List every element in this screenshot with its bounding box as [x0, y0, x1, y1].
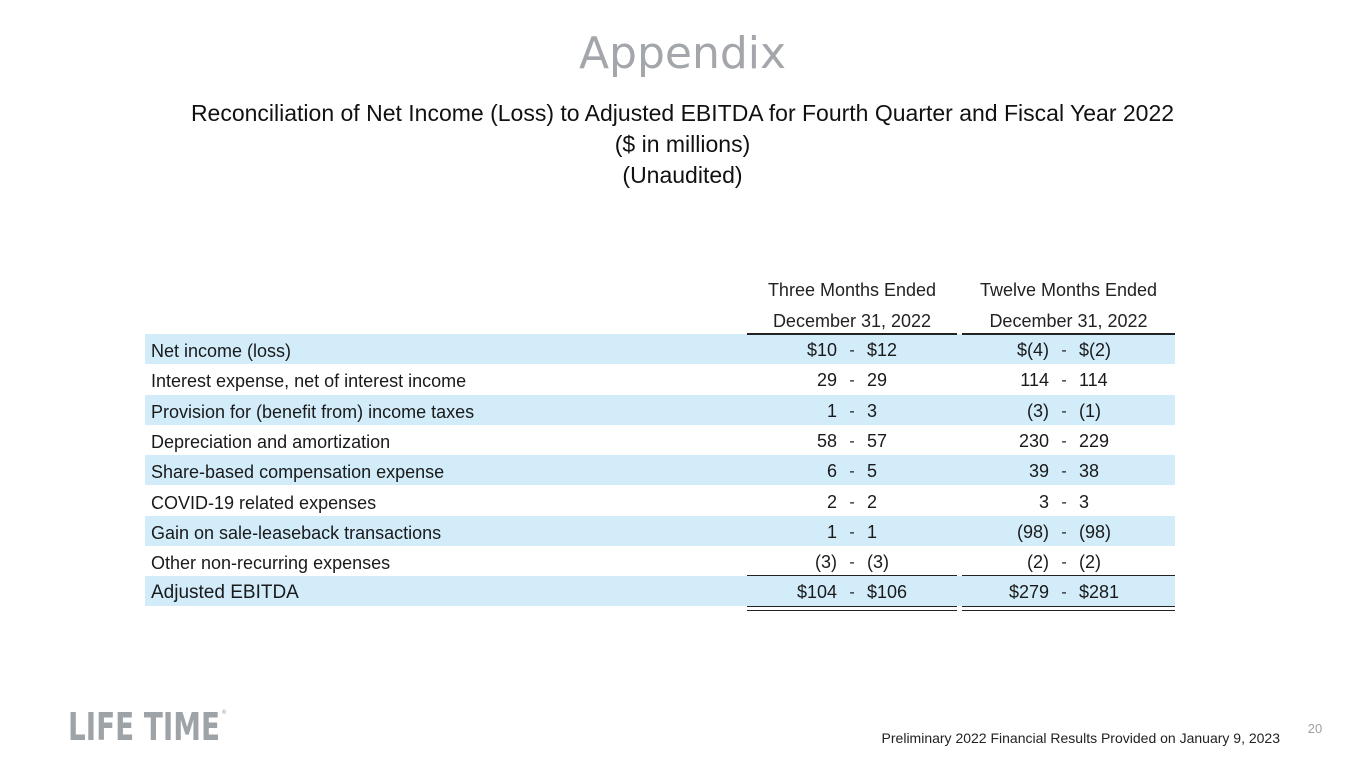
twelve-months-high-value: $281 — [1079, 582, 1120, 603]
three-months-low-value: 58 — [816, 430, 837, 451]
twelve-months-range-separator: - — [1061, 554, 1067, 572]
header-rule-three-months — [747, 333, 957, 335]
three-months-range-separator: - — [849, 372, 855, 390]
header-rule-twelve-months — [962, 333, 1175, 335]
slide-title: Appendix — [578, 28, 787, 79]
three-months-low-value: $104 — [796, 582, 837, 603]
twelve-months-low-value: 39 — [1028, 461, 1049, 482]
three-months-low-value: 6 — [826, 461, 837, 482]
subtitle-line-2: ($ in millions) — [614, 131, 751, 157]
table-row: Gain on sale-leaseback transactions 1-1 (9… — [145, 515, 1175, 546]
table-row: COVID-19 related expenses 2-2 3-3 — [145, 486, 1175, 516]
three-months-range-separator: - — [849, 463, 855, 481]
row-label: COVID-19 related expenses — [151, 492, 377, 513]
twelve-months-high-value: 229 — [1079, 430, 1110, 451]
three-months-high-value: 1 — [867, 521, 878, 542]
twelve-months-range-separator: - — [1061, 372, 1067, 390]
three-months-range-separator: - — [849, 432, 855, 450]
row-label: Adjusted EBITDA — [151, 582, 299, 604]
table-row: Provision for (benefit from) income taxe… — [145, 394, 1175, 425]
footer-note: Preliminary 2022 Financial Results Provi… — [881, 730, 1280, 746]
table-row: Other non-recurring expenses (3) - (3) (2) -(… — [145, 546, 1175, 576]
three-months-low-value: 1 — [826, 521, 837, 542]
three-months-high-value: 2 — [867, 491, 878, 512]
three-months-high-value: (3) — [867, 552, 889, 573]
twelve-months-range-separator: - — [1061, 493, 1067, 511]
three-months-high-value: 3 — [867, 400, 878, 421]
twelve-months-low-value: (3) — [1027, 400, 1049, 421]
subtitle-line-1: Reconciliation of Net Income (Loss) to A… — [190, 100, 1175, 126]
svg-text:®: ® — [221, 709, 227, 716]
twelve-months-high-value: 38 — [1079, 461, 1100, 482]
twelve-months-low-value: (98) — [1016, 521, 1049, 542]
twelve-months-low-value: (2) — [1027, 552, 1049, 573]
twelve-months-range-separator: - — [1061, 523, 1067, 541]
svg-text:LIFE TIME: LIFE TIME — [68, 705, 220, 745]
subtotal-rule-three-months — [747, 575, 957, 576]
three-months-low-value: 2 — [826, 491, 837, 512]
table-row: Net income (loss) $10- $12 $(4) - $(2) — [145, 334, 1175, 364]
row-label: Share-based compensation expense — [151, 462, 445, 483]
three-months-low-value: $10 — [806, 340, 837, 360]
three-months-range-separator: - — [849, 584, 855, 602]
subtotal-rule-twelve-months — [962, 575, 1175, 576]
total-double-rule-twelve-months — [962, 606, 1175, 611]
three-months-high-value: 57 — [867, 430, 888, 451]
table-row: Depreciation and amortization 58-57 230-22… — [145, 425, 1175, 455]
three-months-low-value: (3) — [815, 552, 837, 573]
three-months-range-separator: - — [849, 554, 855, 572]
twelve-months-high-value: (1) — [1079, 400, 1101, 421]
col-header-three-months-line2: December 31, 2022 — [772, 311, 932, 331]
table-row: Adjusted EBITDA $104- $106 $279- $281 — [145, 576, 1175, 607]
life-time-logo: LIFE TIME ® — [68, 705, 227, 745]
three-months-high-value: $12 — [867, 340, 898, 360]
row-label: Gain on sale-leaseback transactions — [151, 522, 442, 543]
three-months-low-value: 29 — [816, 370, 837, 391]
twelve-months-low-value: $279 — [1008, 582, 1049, 603]
three-months-range-separator: - — [849, 342, 855, 359]
col-header-twelve-months-line1: Twelve Months Ended — [979, 280, 1158, 300]
twelve-months-low-value: 230 — [1018, 430, 1049, 451]
three-months-high-value: 29 — [867, 370, 888, 391]
twelve-months-low-value: $(4) — [1016, 340, 1049, 360]
twelve-months-range-separator: - — [1061, 584, 1067, 602]
page-number: 20 — [1307, 721, 1323, 736]
three-months-range-separator: - — [849, 493, 855, 511]
three-months-high-value: $106 — [867, 582, 908, 603]
twelve-months-high-value: (2) — [1079, 552, 1101, 573]
three-months-range-separator: - — [849, 402, 855, 420]
twelve-months-high-value: 114 — [1079, 370, 1108, 391]
three-months-range-separator: - — [849, 523, 855, 541]
twelve-months-range-separator: - — [1061, 342, 1067, 359]
total-double-rule-three-months — [747, 606, 957, 611]
row-label: Provision for (benefit from) income taxe… — [151, 401, 475, 422]
twelve-months-high-value: $(2) — [1079, 340, 1112, 360]
twelve-months-high-value: 3 — [1079, 491, 1090, 512]
row-label: Interest expense, net of interest income — [151, 371, 467, 392]
twelve-months-range-separator: - — [1061, 402, 1067, 420]
twelve-months-high-value: (98) — [1079, 521, 1112, 542]
table-row: Interest expense, net of interest income… — [145, 364, 1175, 394]
col-header-twelve-months-line2: December 31, 2022 — [989, 311, 1148, 331]
three-months-low-value: 1 — [826, 400, 837, 421]
row-label: Other non-recurring expenses — [151, 553, 391, 574]
three-months-high-value: 5 — [867, 461, 878, 482]
row-label: Net income (loss) — [151, 341, 292, 361]
table-row: Share-based compensation expense 6-5 39-38 — [145, 455, 1175, 486]
subtitle-line-3: (Unaudited) — [622, 162, 743, 188]
twelve-months-low-value: 3 — [1038, 491, 1049, 512]
twelve-months-range-separator: - — [1061, 463, 1067, 481]
row-label: Depreciation and amortization — [151, 431, 391, 452]
twelve-months-range-separator: - — [1061, 432, 1067, 450]
twelve-months-low-value: 114 — [1020, 370, 1049, 391]
col-header-three-months-line1: Three Months Ended — [767, 280, 937, 300]
